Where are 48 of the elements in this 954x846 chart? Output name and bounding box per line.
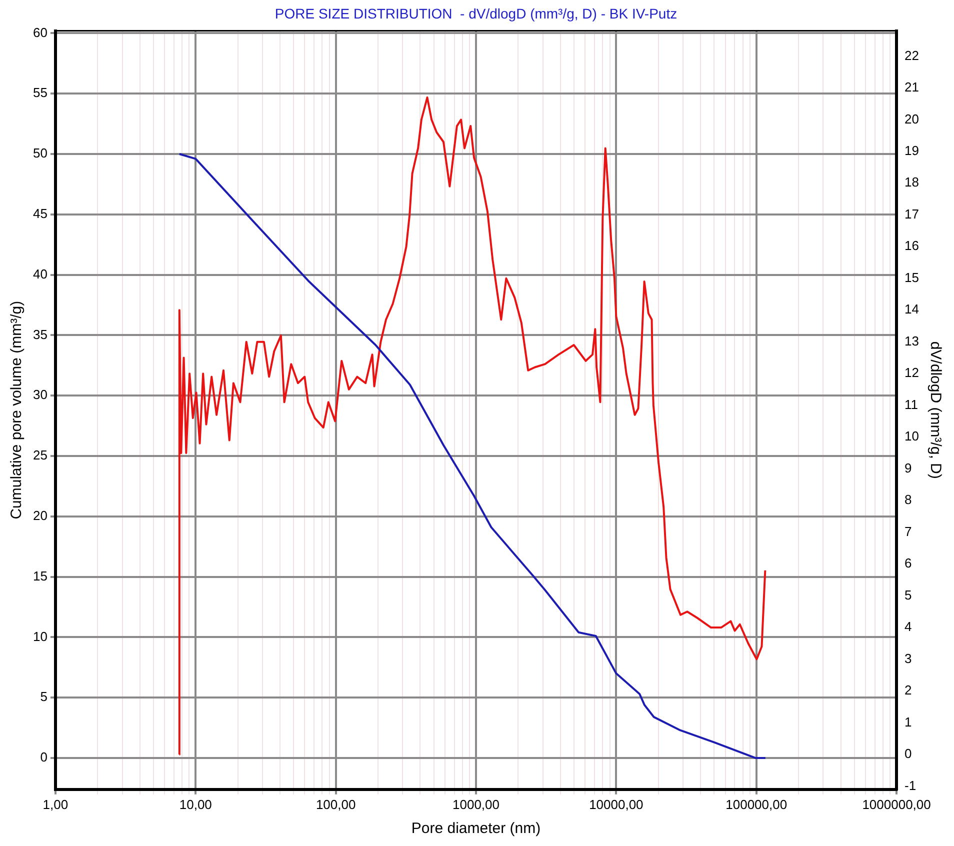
y-tick-label: 5: [40, 689, 48, 704]
y-tick-label: 35: [32, 326, 48, 342]
y2-tick-label: 13: [904, 333, 920, 348]
x-tick-label: 1,00: [42, 796, 68, 812]
y-tick-label: 45: [32, 206, 48, 221]
y2-tick-label: 21: [904, 80, 920, 95]
y-tick-label: 0: [40, 750, 48, 765]
y2-tick-label: 15: [904, 270, 920, 285]
y2-tick-label: 0: [904, 746, 912, 762]
y2-tick-label: 14: [904, 302, 920, 317]
x-tick-label: 10,00: [179, 796, 212, 812]
x-tick-label: 1000,00: [452, 796, 500, 812]
y-tick-label: 25: [32, 448, 48, 463]
y2-axis-title: dV/dlogD (mm³/g, D): [926, 341, 944, 479]
x-tick-label: 100,00: [316, 796, 356, 812]
y2-tick-label: 11: [904, 396, 918, 412]
y2-tick-label: 6: [904, 556, 912, 571]
y2-tick-label: 4: [904, 619, 912, 634]
y-tick-label: 20: [32, 508, 48, 523]
y-tick-label: 15: [32, 568, 48, 584]
y2-tick-label: 7: [904, 524, 912, 539]
y2-tick-label: 8: [904, 492, 912, 508]
y2-tick-label: 3: [904, 650, 912, 666]
y2-tick-label: 20: [904, 111, 920, 126]
y-tick-label: 50: [32, 146, 48, 161]
y2-tick-label: 1: [904, 714, 912, 730]
y2-tick-label: 9: [904, 460, 912, 476]
x-tick-label: 1000000,00: [862, 796, 931, 812]
x-axis-title: Pore diameter (nm): [411, 820, 541, 838]
y2-tick-label: -1: [904, 778, 916, 793]
y-tick-label: 55: [32, 85, 48, 100]
y2-tick-label: 18: [904, 174, 920, 190]
y2-tick-label: 10: [904, 428, 920, 444]
y-tick-label: 30: [32, 387, 48, 402]
y-tick-label: 60: [32, 24, 48, 40]
chart-title: PORE SIZE DISTRIBUTION - dV/dlogD (mm³/g, D) - BK IV-Putz: [274, 5, 678, 22]
y-tick-label: 40: [32, 266, 48, 282]
x-tick-label: 10000,00: [589, 796, 644, 812]
y2-tick-label: 17: [904, 206, 920, 222]
y2-tick-label: 22: [904, 48, 920, 63]
y-axis-title: Cumulative pore volume (mm³/g): [8, 300, 26, 520]
x-tick-label: 100000,00: [726, 796, 788, 812]
y2-tick-label: 12: [904, 365, 920, 380]
y2-tick-label: 16: [904, 238, 920, 254]
y2-tick-label: 2: [904, 682, 912, 698]
y-tick-label: 10: [32, 628, 48, 644]
y2-tick-label: 19: [904, 142, 920, 158]
y2-tick-label: 5: [904, 587, 912, 602]
